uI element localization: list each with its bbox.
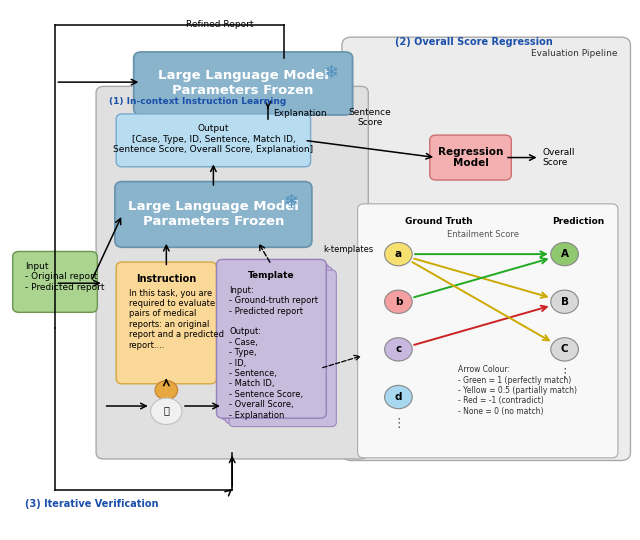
Text: Template: Template (248, 271, 294, 280)
FancyBboxPatch shape (430, 135, 511, 180)
Circle shape (155, 381, 178, 400)
Text: k-templates: k-templates (323, 245, 373, 254)
Text: In this task, you are
required to evaluate
pairs of medical
reports: an original: In this task, you are required to evalua… (129, 288, 224, 349)
Text: (2) Overall Score Regression: (2) Overall Score Regression (396, 37, 553, 47)
FancyBboxPatch shape (216, 259, 326, 418)
Text: Evaluation Pipeline: Evaluation Pipeline (531, 49, 618, 58)
Circle shape (551, 338, 579, 361)
FancyBboxPatch shape (96, 86, 368, 459)
Circle shape (385, 386, 412, 409)
FancyBboxPatch shape (116, 262, 216, 384)
Text: c: c (396, 345, 401, 354)
Text: Large Language Model
Parameters Frozen: Large Language Model Parameters Frozen (128, 200, 299, 228)
Text: Explanation: Explanation (273, 110, 326, 118)
FancyBboxPatch shape (13, 252, 97, 312)
Text: Input
- Original report
- Predicted report: Input - Original report - Predicted repo… (25, 262, 105, 292)
Text: Prediction: Prediction (552, 217, 604, 226)
Text: Regression
Model: Regression Model (438, 147, 503, 168)
Text: A: A (561, 249, 568, 259)
FancyBboxPatch shape (115, 181, 312, 247)
Text: (1) In-context Instruction Learning: (1) In-context Instruction Learning (109, 97, 286, 106)
FancyBboxPatch shape (342, 37, 630, 461)
Text: Arrow Colour:
- Green = 1 (perfectly match)
- Yellow = 0.5 (partially match)
- R: Arrow Colour: - Green = 1 (perfectly mat… (458, 365, 577, 416)
FancyBboxPatch shape (358, 204, 618, 458)
Text: ⋮: ⋮ (558, 367, 571, 380)
FancyBboxPatch shape (229, 270, 336, 427)
Text: 🩺: 🩺 (163, 404, 169, 415)
Text: ⋮: ⋮ (392, 417, 404, 430)
FancyBboxPatch shape (225, 267, 333, 423)
Circle shape (551, 242, 579, 266)
Text: Large Language Model
Parameters Frozen: Large Language Model Parameters Frozen (157, 70, 328, 97)
Text: a: a (395, 249, 402, 259)
Text: ❄: ❄ (324, 64, 339, 82)
Text: (3) Iterative Verification: (3) Iterative Verification (25, 499, 159, 509)
Circle shape (385, 242, 412, 266)
Text: Sentence
Score: Sentence Score (349, 107, 392, 127)
Text: ❄: ❄ (283, 193, 298, 211)
Text: Entailment Score: Entailment Score (447, 230, 519, 239)
Text: C: C (561, 345, 568, 354)
Text: Output
[Case, Type, ID, Sentence, Match ID,
Sentence Score, Overall Score, Expla: Output [Case, Type, ID, Sentence, Match … (113, 125, 314, 154)
Text: Ground Truth: Ground Truth (404, 217, 472, 226)
Circle shape (385, 338, 412, 361)
Text: Instruction: Instruction (136, 274, 196, 284)
FancyBboxPatch shape (116, 114, 310, 167)
Circle shape (551, 290, 579, 313)
Text: Refined Report: Refined Report (186, 20, 253, 29)
Text: d: d (395, 392, 402, 402)
FancyBboxPatch shape (134, 52, 353, 115)
Text: B: B (561, 297, 568, 307)
Text: Overall
Score: Overall Score (543, 148, 575, 167)
Circle shape (150, 398, 182, 424)
Text: b: b (395, 297, 402, 307)
FancyBboxPatch shape (221, 264, 329, 420)
Circle shape (385, 290, 412, 313)
Text: Input:
- Ground-truth report
- Predicted report

Output:
- Case,
- Type,
- ID,
-: Input: - Ground-truth report - Predicted… (229, 286, 318, 420)
